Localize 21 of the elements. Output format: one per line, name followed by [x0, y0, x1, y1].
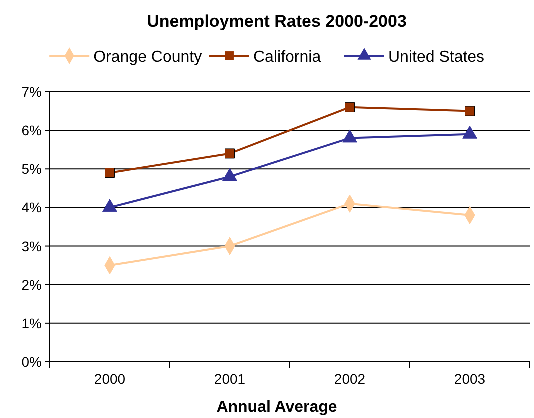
x-tick-label: 2003: [454, 371, 486, 387]
legend-label: Orange County: [94, 49, 202, 66]
x-tick-label: 2001: [214, 371, 246, 387]
point: [225, 148, 235, 159]
x-tick-label: 2002: [334, 371, 366, 387]
y-tick-label: 6%: [22, 122, 42, 139]
point: [345, 102, 355, 112]
y-tick-label: 1%: [22, 315, 42, 332]
chart-title: Unemployment Rates 2000-2003: [147, 12, 407, 31]
legend-label: United States: [388, 49, 485, 66]
y-tick-label: 0%: [22, 354, 42, 370]
point: [105, 168, 115, 178]
x-tick-label: 2000: [94, 371, 126, 387]
legend-label: California: [254, 49, 322, 66]
y-tick-label: 2%: [22, 276, 42, 293]
y-tick-label: 3%: [22, 238, 42, 254]
y-tick-label: 7%: [22, 84, 42, 100]
y-tick-label: 4%: [22, 200, 42, 216]
y-tick-label: 5%: [22, 161, 42, 178]
x-axis-title: Annual Average: [216, 399, 338, 416]
point: [465, 106, 475, 116]
